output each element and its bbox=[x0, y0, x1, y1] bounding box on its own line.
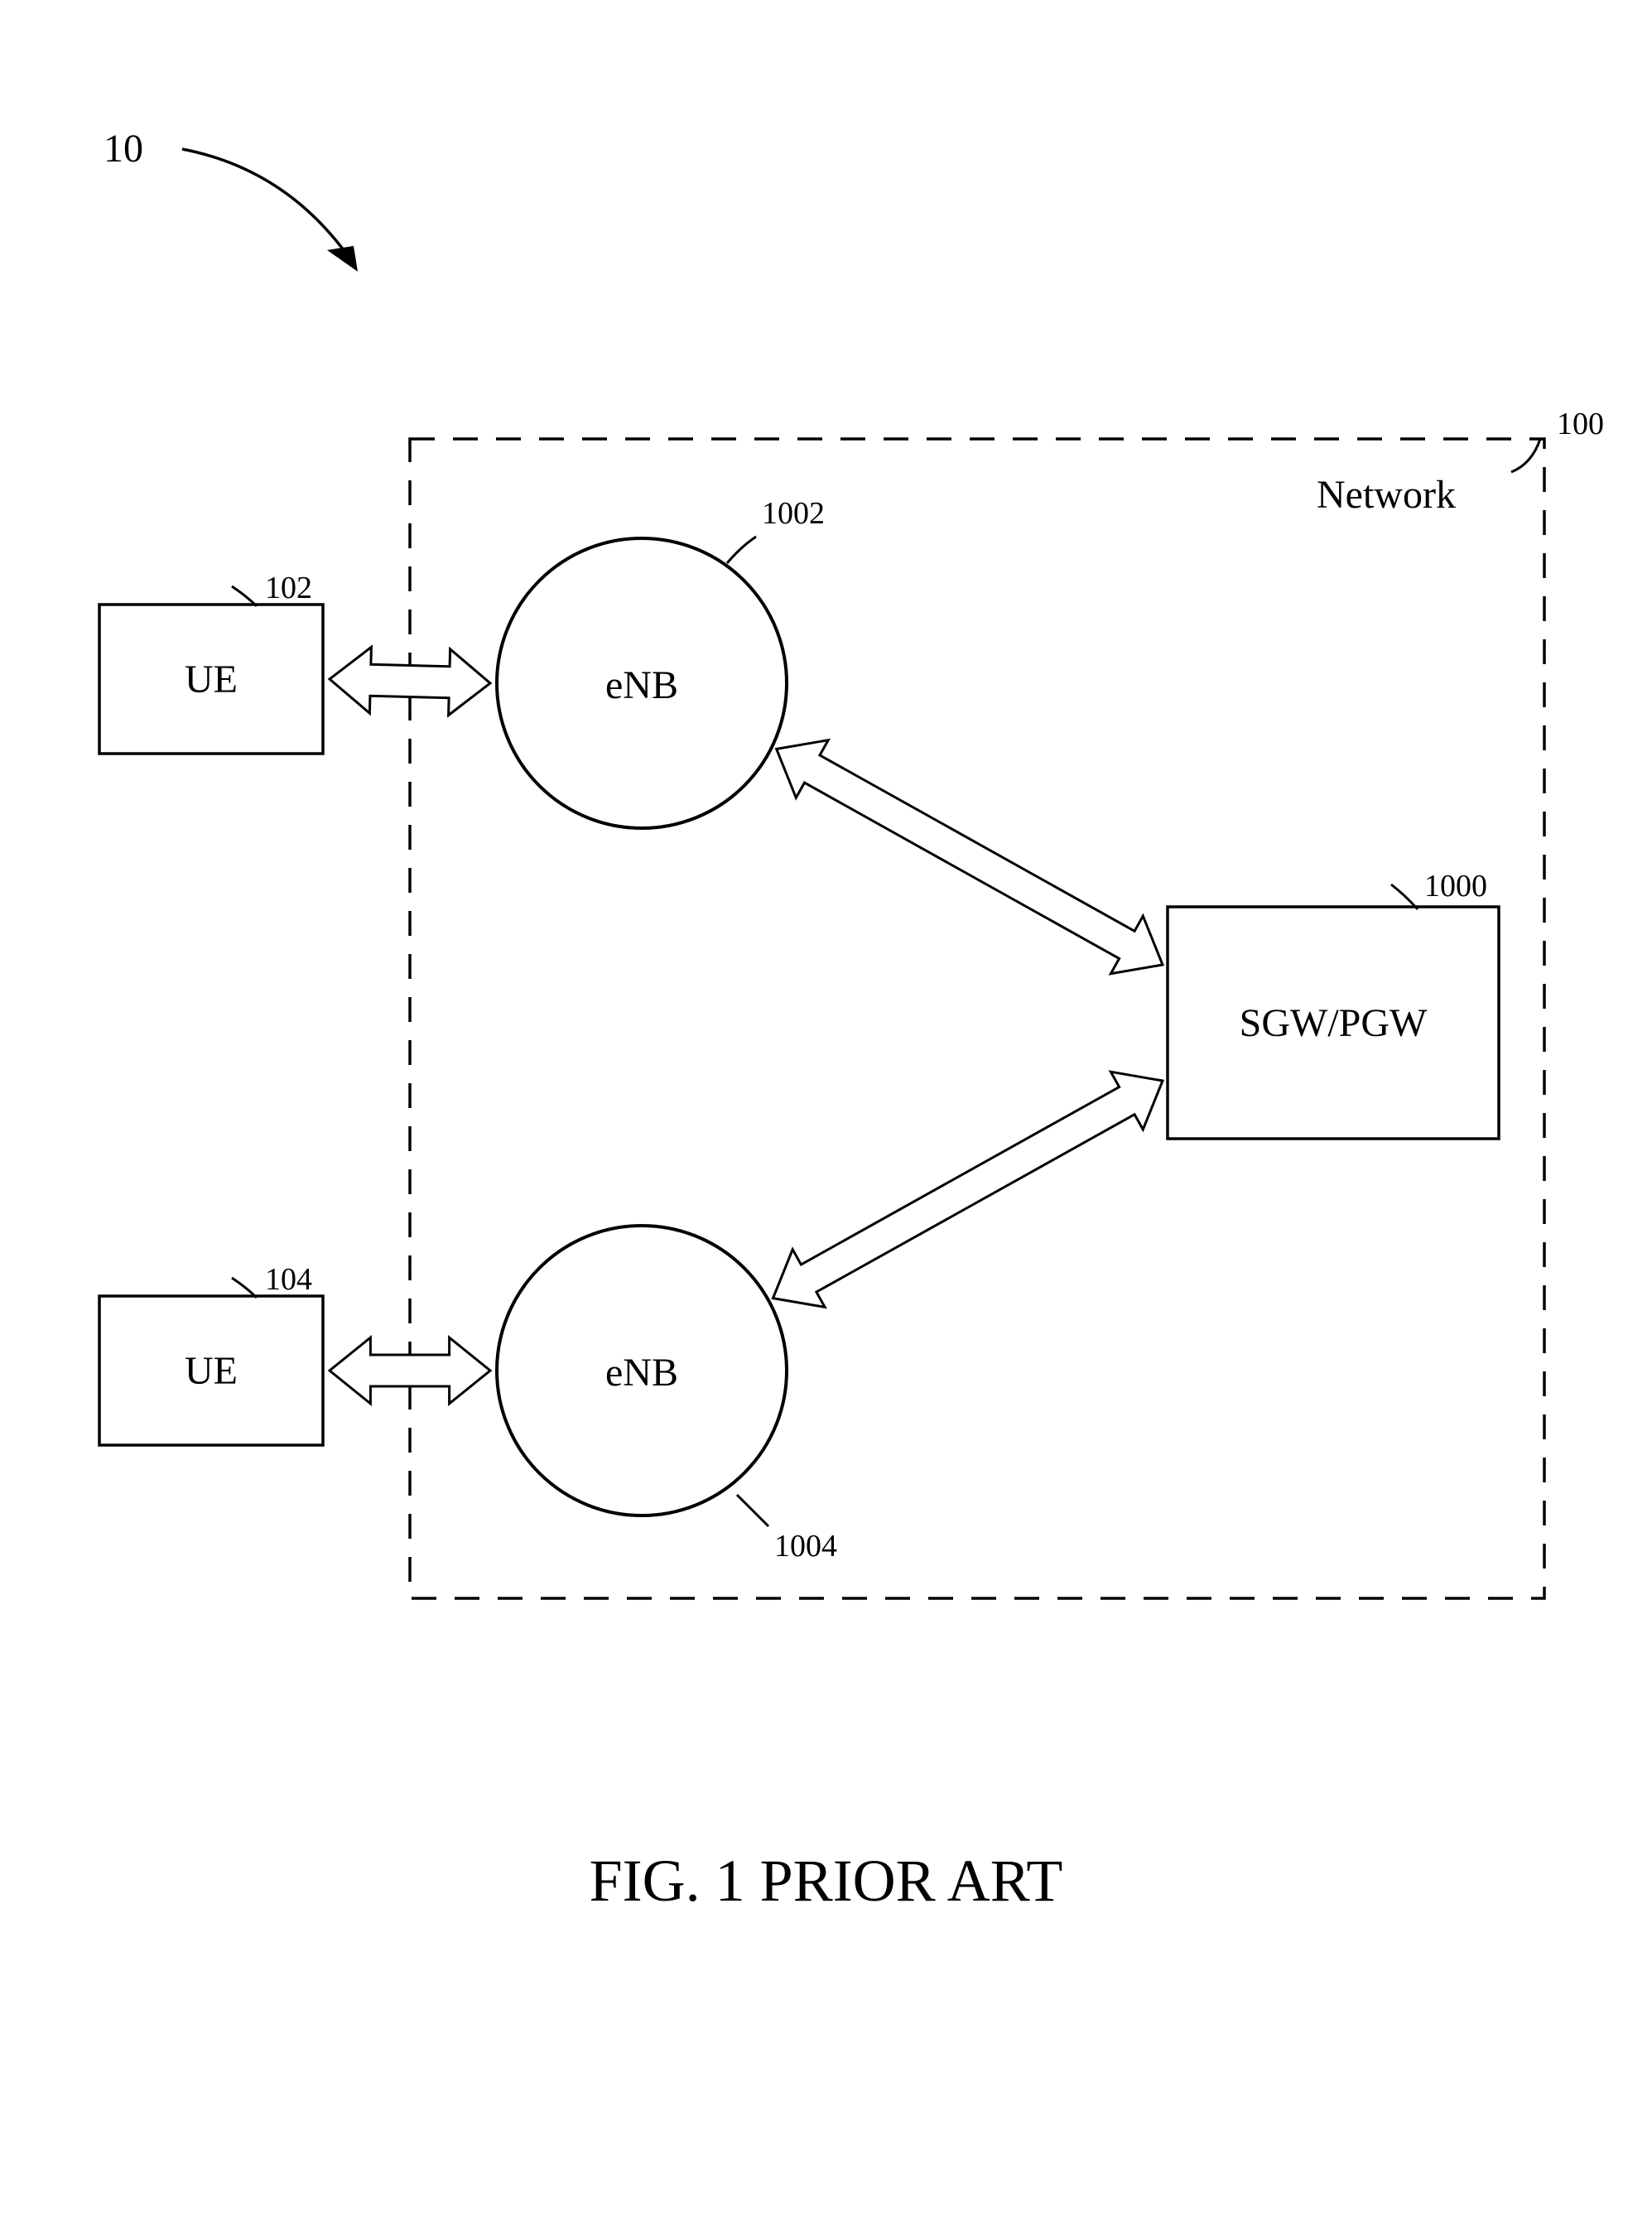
sgw-ref: 1000 bbox=[1424, 868, 1487, 904]
diagram-canvas: 10 Network 100 UE 102 bbox=[0, 0, 1652, 2232]
ue2-label: UE bbox=[99, 1296, 323, 1445]
ue1-ref: 102 bbox=[265, 570, 312, 606]
ue2-ref: 104 bbox=[265, 1261, 312, 1298]
network-ref: 100 bbox=[1557, 406, 1604, 442]
arrow-enb1-sgw bbox=[777, 740, 1163, 974]
network-ref-leader bbox=[1511, 439, 1540, 472]
arrow-enb2-sgw bbox=[773, 1072, 1163, 1307]
ue1-label: UE bbox=[99, 605, 323, 754]
enb2-ref-leader bbox=[737, 1495, 768, 1526]
top-ref-arrowhead bbox=[327, 246, 358, 272]
enb1-ref-leader bbox=[727, 537, 756, 563]
enb2-ref: 1004 bbox=[774, 1528, 837, 1564]
enb1-ref: 1002 bbox=[762, 495, 825, 532]
enb1-label: eNB bbox=[580, 663, 704, 708]
network-label: Network bbox=[1317, 472, 1456, 518]
top-ref-arc bbox=[182, 149, 354, 265]
figure-ref-10: 10 bbox=[104, 127, 143, 171]
figure-caption: FIG. 1 PRIOR ART bbox=[0, 1847, 1652, 1916]
enb2-label: eNB bbox=[580, 1350, 704, 1395]
sgw-label: SGW/PGW bbox=[1168, 907, 1499, 1139]
